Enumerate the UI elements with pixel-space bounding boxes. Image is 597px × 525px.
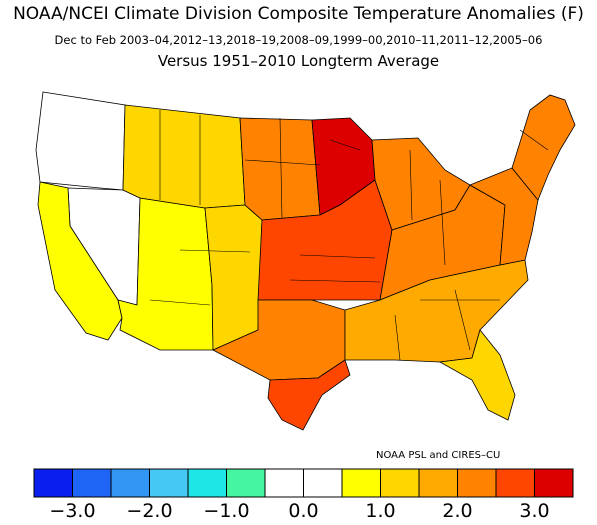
region-southern-rockies xyxy=(204,204,263,351)
region-south-texas xyxy=(267,359,351,431)
division-boundary xyxy=(179,249,251,253)
division-boundary xyxy=(439,179,446,266)
division-boundary xyxy=(149,299,211,306)
map-subtitle-years: Dec to Feb 2003–04,2012–13,2018–19,2008–… xyxy=(54,33,543,47)
division-boundary xyxy=(329,139,361,151)
region-pacific-northwest xyxy=(35,91,126,191)
division-boundary xyxy=(244,159,321,166)
colorbar-tick-label: 1.0 xyxy=(365,500,396,522)
division-boundary xyxy=(409,149,413,221)
map-subtitle-baseline: Versus 1951–2010 Longterm Average xyxy=(157,52,440,70)
colorbar-tick-label: 3.0 xyxy=(519,500,550,522)
region-northern-rockies xyxy=(122,104,246,209)
region-southeast xyxy=(344,259,529,363)
division-boundary xyxy=(394,314,401,361)
colorbar-tick-label: 2.0 xyxy=(442,500,473,522)
credit-label: NOAA PSL and CIRES–CU xyxy=(376,450,501,461)
division-boundary xyxy=(519,129,549,151)
division-boundary xyxy=(289,279,381,283)
map-title: NOAA/NCEI Climate Division Composite Tem… xyxy=(13,4,584,24)
region-florida xyxy=(438,329,516,421)
region-northern-plains xyxy=(239,117,321,221)
division-boundary xyxy=(454,289,471,351)
colorbar-tick-label: −1.0 xyxy=(203,500,250,522)
region-new-england xyxy=(511,94,576,201)
colorbar-tick-label: −3.0 xyxy=(49,500,96,522)
division-boundary xyxy=(299,254,376,259)
colorbar-tick-label: 0.0 xyxy=(288,500,319,522)
division-boundary xyxy=(279,117,283,219)
colorbar-tick-label: −2.0 xyxy=(126,500,173,522)
region-california xyxy=(37,181,123,341)
